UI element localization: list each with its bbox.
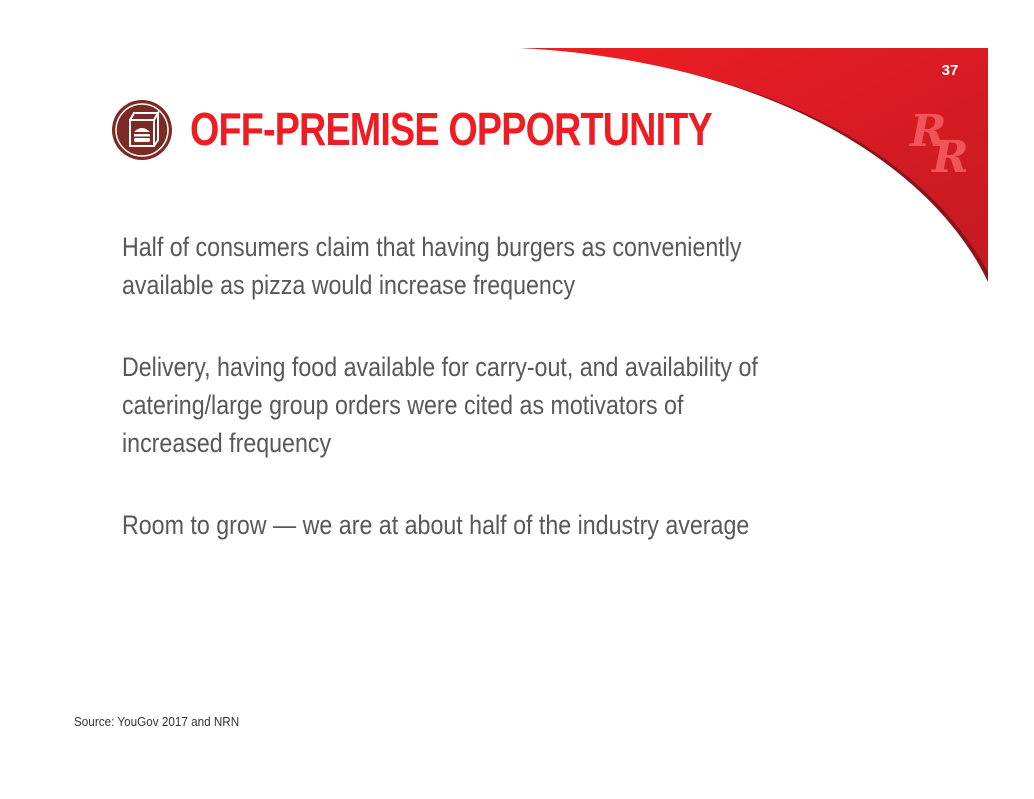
bullet-item: Delivery, having food available for carr…: [122, 352, 758, 458]
svg-text:R: R: [930, 132, 969, 182]
slide-title: OFF-PREMISE OPPORTUNITY: [190, 103, 713, 155]
source-note: Source: YouGov 2017 and NRN: [74, 714, 240, 729]
bullet-item: Half of consumers claim that having burg…: [122, 232, 742, 300]
svg-text:R: R: [908, 106, 947, 157]
page-number: 37: [941, 62, 959, 79]
red-robin-logo: R R: [908, 106, 969, 182]
takeout-bag-burger-icon: [112, 100, 172, 160]
bullet-list: Half of consumers claim that having burg…: [122, 228, 762, 588]
bullet-item: Room to grow — we are at about half of t…: [122, 510, 750, 540]
